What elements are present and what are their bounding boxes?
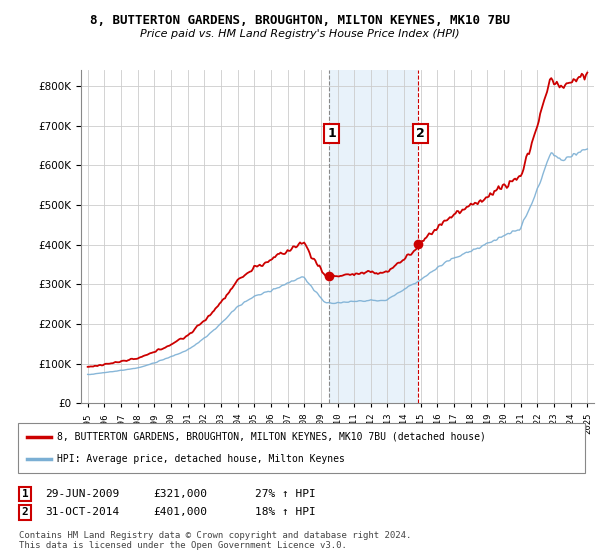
Text: £401,000: £401,000 (153, 507, 207, 517)
Text: 31-OCT-2014: 31-OCT-2014 (45, 507, 119, 517)
Text: £321,000: £321,000 (153, 489, 207, 499)
Text: 8, BUTTERTON GARDENS, BROUGHTON, MILTON KEYNES, MK10 7BU: 8, BUTTERTON GARDENS, BROUGHTON, MILTON … (90, 14, 510, 27)
Text: Price paid vs. HM Land Registry's House Price Index (HPI): Price paid vs. HM Land Registry's House … (140, 29, 460, 39)
Text: HPI: Average price, detached house, Milton Keynes: HPI: Average price, detached house, Milt… (57, 454, 345, 464)
Text: 2: 2 (416, 127, 425, 140)
Text: 2: 2 (22, 507, 29, 517)
Text: 18% ↑ HPI: 18% ↑ HPI (255, 507, 316, 517)
Text: 27% ↑ HPI: 27% ↑ HPI (255, 489, 316, 499)
Text: 29-JUN-2009: 29-JUN-2009 (45, 489, 119, 499)
Text: Contains HM Land Registry data © Crown copyright and database right 2024.
This d: Contains HM Land Registry data © Crown c… (19, 531, 412, 550)
Text: 1: 1 (22, 489, 29, 499)
Text: 8, BUTTERTON GARDENS, BROUGHTON, MILTON KEYNES, MK10 7BU (detached house): 8, BUTTERTON GARDENS, BROUGHTON, MILTON … (57, 432, 486, 442)
Bar (329, 70, 418, 403)
Text: 1: 1 (327, 127, 336, 140)
